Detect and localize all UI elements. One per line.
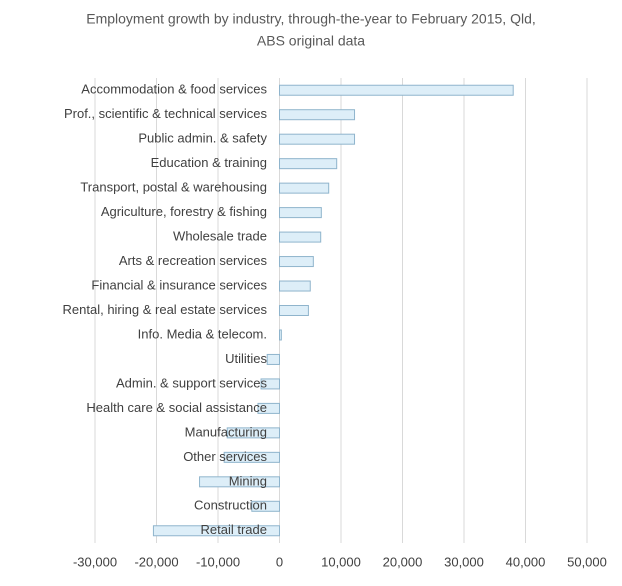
bar — [279, 231, 322, 243]
x-tick-label: -30,000 — [73, 554, 117, 569]
bar — [279, 182, 330, 194]
bar — [226, 427, 281, 439]
y-tick-label: Retail trade — [201, 522, 267, 537]
y-tick-label: Health care & social assistance — [86, 400, 267, 415]
y-tick-label: Info. Media & telecom. — [138, 326, 267, 341]
x-tick-label: 20,000 — [383, 554, 423, 569]
x-tick-label: 0 — [276, 554, 283, 569]
bar — [260, 378, 280, 390]
y-tick-label: Mining — [229, 473, 267, 488]
bar — [199, 476, 280, 488]
y-tick-label: Admin. & support services — [116, 375, 268, 390]
y-tick-label: Manufacturing — [185, 424, 267, 439]
x-tick-label: -20,000 — [134, 554, 178, 569]
bar — [279, 280, 311, 292]
bar — [152, 525, 280, 537]
y-tick-label: Construction — [194, 498, 267, 513]
bar — [279, 305, 309, 316]
y-tick-label: Transport, postal & warehousing — [80, 180, 267, 195]
y-tick-label: Prof., scientific & technical services — [64, 106, 268, 121]
bar — [257, 402, 281, 414]
bar — [266, 353, 281, 365]
bar — [279, 133, 356, 145]
bar — [279, 158, 338, 170]
y-tick-label: Accommodation & food services — [81, 82, 267, 97]
bar — [279, 109, 356, 121]
x-tick-label: 10,000 — [321, 554, 361, 569]
y-tick-label: Financial & insurance services — [91, 277, 267, 292]
bar — [279, 329, 282, 341]
y-tick-label: Public admin. & safety — [138, 131, 267, 146]
y-tick-label: Wholesale trade — [173, 229, 267, 244]
x-tick-label: 30,000 — [444, 554, 484, 569]
y-tick-label: Education & training — [151, 155, 267, 170]
y-tick-label: Agriculture, forestry & fishing — [101, 204, 267, 219]
y-tick-label: Rental, hiring & real estate services — [63, 302, 268, 317]
bar — [223, 451, 280, 463]
x-tick-label: -10,000 — [196, 554, 240, 569]
y-tick-label: Utilities — [225, 351, 267, 366]
bar — [251, 500, 280, 512]
bar — [279, 256, 314, 268]
y-tick-label: Arts & recreation services — [119, 253, 268, 268]
chart-title: ABS original data — [257, 33, 365, 49]
x-tick-label: 50,000 — [567, 554, 607, 569]
bar — [279, 84, 514, 96]
chart-title: Employment growth by industry, through-t… — [86, 11, 536, 27]
x-tick-label: 40,000 — [506, 554, 546, 569]
bar — [279, 207, 322, 219]
y-tick-label: Other services — [183, 449, 267, 464]
